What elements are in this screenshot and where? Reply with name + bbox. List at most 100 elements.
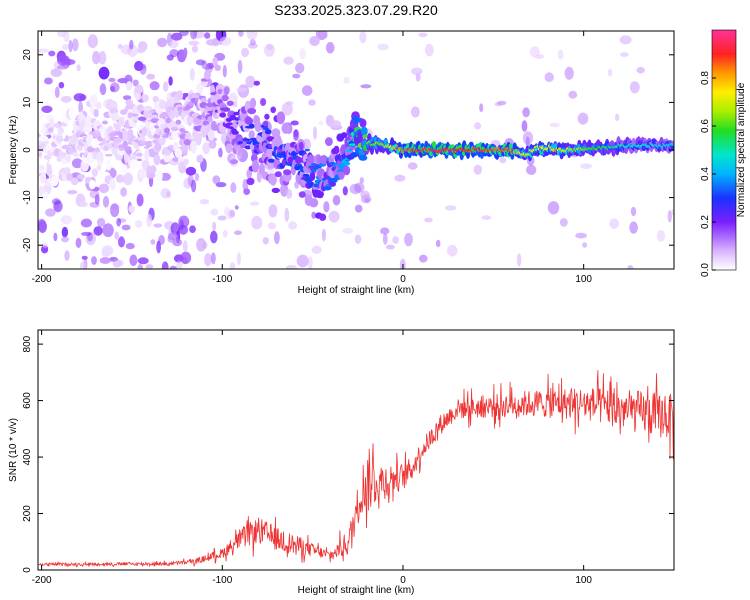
spectrogram-noise-cell [56,64,69,70]
spectrogram-noise-cell [123,95,132,101]
spectrogram-ridge-cell [90,138,99,149]
y-tick-label: 20 [22,49,33,61]
spectrogram-ridge-cell [189,67,195,81]
spectrogram-ridge-cell [248,123,255,129]
spectrogram-noise-cell [349,183,362,195]
spectrogram-ridge-cell [341,132,348,139]
spectrogram-ridge-cell [246,177,255,186]
spectrogram-ridge-cell [254,121,262,133]
spectrogram-noise-cell [218,147,223,158]
spectrogram-noise-cell [145,264,154,269]
spectrogram-ridge-cell [242,138,251,142]
spectrogram-noise-cell [521,120,528,132]
spectrogram-noise-cell [189,225,196,233]
spectrogram-noise-cell [204,32,211,39]
spectrogram-ridge-cell [304,148,310,152]
spectrogram-noise-cell [81,255,88,260]
spectrogram-ridge-cell [95,101,102,110]
spectrogram-noise-cell [313,126,317,140]
spectrogram-ridge-cell [56,135,63,142]
spectrogram-ridge-cell [195,132,202,146]
spectrogram-noise-cell [229,209,236,218]
x-tick-label: -200 [32,575,52,586]
spectrogram-noise-cell [499,157,507,164]
spectrogram-ridge-cell [115,90,122,103]
spectrogram-noise-cell [547,201,560,215]
spectrogram-ridge-cell [41,140,50,144]
spectrogram-noise-cell [559,218,568,227]
spectrogram-noise-cell [80,231,92,236]
spectrogram-ridge-cell [59,152,68,157]
spectrogram-ridge-cell [164,127,170,134]
spectrogram-noise-cell [614,113,620,121]
spectrogram-noise-cell [157,37,168,48]
spectrogram-ridge-cell [110,112,120,122]
spectrogram-noise-cell [191,179,197,193]
spectrogram-ridge-cell [211,124,219,131]
spectrogram-noise-cell [166,54,174,61]
spectrogram-noise-cell [110,203,120,218]
spectrogram-ridge-cell [114,123,121,132]
spectrogram-noise-cell [149,81,160,91]
snr-panel: -200 -100 0 100 0 200 400 600 800 Height of str… [8,329,675,596]
spectrogram-ridge-cell [68,106,76,120]
spectrogram-ridge-cell [130,159,139,170]
spectrogram-ridge-cell [88,179,96,190]
spectrogram-ridge-cell [109,178,116,191]
spectrogram-noise-cell [38,218,47,231]
spectrogram-ridge-cell [359,118,367,128]
spectrogram-ridge-cell [258,163,265,175]
spectrogram-noise-cell [190,31,198,40]
spectrogram-noise-cell [136,193,144,207]
spectrogram-ridge-cell [145,140,154,148]
spectrogram-noise-cell [474,122,482,130]
spectrogram-ridge-cell [136,104,144,112]
spectrogram-noise-cell [204,253,212,267]
spectrogram-noise-cell [354,182,365,193]
spectrogram-noise-cell [219,36,232,47]
spectrogram-ridge-cell [139,168,147,179]
spectrogram-noise-cell [182,240,188,253]
spectrogram-noise-cell [183,47,188,58]
spectrogram-noise-cell [568,90,578,99]
spectrogram-noise-cell [212,175,221,185]
spectrogram-noise-cell [178,224,189,235]
spectrogram-noise-cell [557,49,564,60]
spectrogram-ridge-cell [264,129,272,135]
spectrogram-ridge-cell [343,161,351,166]
spectrogram-ridge-cell [122,129,129,142]
spectrogram-noise-cell [61,236,70,243]
spectrogram-noise-cell [210,252,216,265]
spectrogram-ridge-cell [283,169,292,176]
spectrogram-noise-cell [137,257,149,265]
spectrogram-noise-cell [94,194,100,205]
spectrogram-noise-cell [166,190,171,198]
spectrogram-noise-cell [577,112,589,125]
spectrogram-noise-cell [134,60,144,72]
spectrogram-ridge-cell [39,164,45,171]
spectrogram-noise-cell [636,67,645,74]
spectrogram-ridge-cell [196,83,204,94]
spectrogram-noise-cell [473,164,483,175]
spectrogram-noise-cell [479,103,484,113]
spectrogram-noise-cell [38,48,49,53]
spectrogram-ridge-cell [266,148,273,158]
spectrogram-noise-cell [60,215,72,225]
spectrogram-ridge-cell [217,88,223,95]
spectrogram-noise-cell [325,41,335,54]
spectrogram-ridge-cell [206,102,214,108]
spectrogram-noise-cell [629,221,638,234]
spectrogram-ridge-cell [232,119,239,129]
spectrogram-noise-cell [167,232,178,241]
spectrogram-noise-cell [380,227,390,235]
spectrogram-heatmap [38,31,674,269]
spectrogram-ridge-cell [86,146,96,153]
spectrogram-noise-cell [267,222,277,230]
spectrogram-noise-cell [161,261,169,269]
spectrogram-noise-cell [328,210,340,223]
spectrogram-noise-cell [61,43,70,51]
spectrogram-noise-cell [136,47,145,54]
spectrogram-noise-cell [281,102,293,116]
x-tick-label: -100 [212,575,232,586]
spectrogram-ridge-cell [226,100,234,107]
